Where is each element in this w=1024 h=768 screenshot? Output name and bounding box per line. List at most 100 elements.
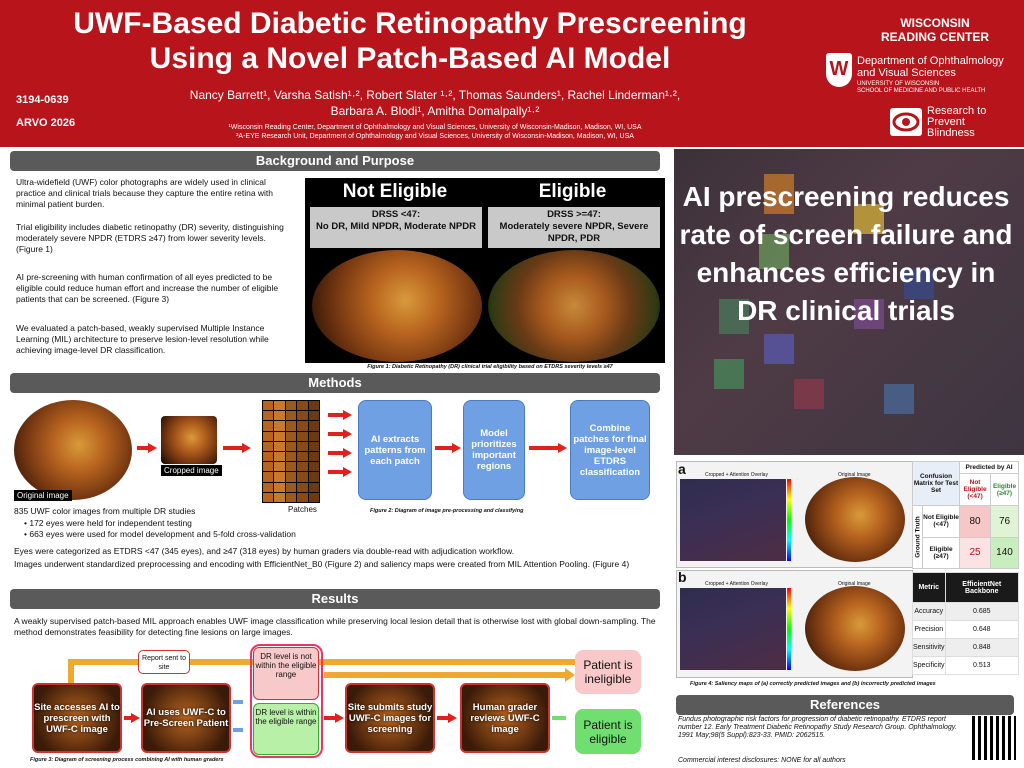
not-eligible-criteria: DRSS <47: No DR, Mild NPDR, Moderate NPD… xyxy=(310,207,482,248)
background-paragraph-4: We evaluated a patch-based, weakly super… xyxy=(16,323,269,355)
patch-tile xyxy=(285,421,297,431)
ne-sub-line-2: No DR, Mild NPDR, Moderate NPDR xyxy=(316,221,476,232)
attention-tile xyxy=(719,299,749,334)
patch-tile xyxy=(285,472,297,482)
e-sub-line-1: DRSS >=47: xyxy=(547,209,601,220)
patch-tile xyxy=(308,462,319,472)
background-paragraph-2: Trial eligibility includes diabetic reti… xyxy=(16,222,284,254)
title-line-1: UWF-Based Diabetic Retinopathy Prescreen… xyxy=(73,7,747,40)
orig-title-a: Original Image xyxy=(838,472,871,478)
attention-tile xyxy=(714,359,744,389)
original-image-a xyxy=(805,477,905,562)
methods-line-1: 835 UWF color images from multiple DR st… xyxy=(14,506,196,516)
patch-tile xyxy=(308,431,319,441)
patch-tile xyxy=(297,421,308,431)
original-image-b xyxy=(805,586,905,671)
patch-tile xyxy=(274,451,285,462)
cm-cell: 25 xyxy=(959,536,991,570)
arrow-shaft xyxy=(233,728,243,732)
patch-tile xyxy=(285,411,297,421)
patch-tile xyxy=(297,482,308,492)
patch-tile xyxy=(274,472,285,482)
patch-tile xyxy=(274,492,285,502)
arrow-shaft xyxy=(328,470,344,474)
cm-row-not-eligible: Not Eligible (<47) xyxy=(921,505,961,538)
rpb-line-3: Blindness xyxy=(927,127,975,139)
arrow-shaft xyxy=(324,716,336,720)
arrow-shaft xyxy=(552,716,566,720)
cm-row-eligible: Eligible (≥47) xyxy=(921,536,961,570)
patch-tile xyxy=(308,492,319,502)
conference-label: ARVO 2026 xyxy=(16,117,76,129)
background-paragraph-3: AI pre-screening with human confirmation… xyxy=(16,272,279,304)
arrow-right-icon xyxy=(148,443,157,453)
attention-tile xyxy=(854,204,884,234)
attention-overlay-image-b xyxy=(680,588,786,670)
confusion-matrix: Confusion Matrix for Test Set Predicted … xyxy=(911,460,1019,570)
metrics-header-metric: Metric xyxy=(912,572,946,603)
dr-not-eligible-box: DR level is not within the eligible rang… xyxy=(253,647,319,700)
orig-title-b: Original Image xyxy=(838,581,871,587)
attention-tile xyxy=(764,174,794,214)
attention-overlay-image-a xyxy=(680,479,786,561)
patch-tile xyxy=(263,482,274,492)
patch-tile xyxy=(308,421,319,431)
section-header-results: Results xyxy=(10,589,660,609)
attention-tile xyxy=(884,384,914,414)
patch-tile xyxy=(297,401,308,411)
site-submits-box: Site submits study UWF-C images for scre… xyxy=(345,683,435,753)
patch-tile xyxy=(285,431,297,441)
uw-crest-icon: W xyxy=(826,53,852,87)
patch-tile xyxy=(308,482,319,492)
dept-sub-2: SCHOOL OF MEDICINE AND PUBLIC HEALTH xyxy=(857,88,986,94)
patch-tile xyxy=(308,411,319,421)
metric-value: 0.648 xyxy=(944,620,1020,639)
dr-level-decision xyxy=(250,644,323,758)
cm-cell: 80 xyxy=(959,505,991,538)
patch-tile xyxy=(274,411,285,421)
patch-tile xyxy=(285,492,297,502)
patch-tile xyxy=(308,451,319,462)
methods-line-4: Eyes were categorized as ETDRS <47 (345 … xyxy=(14,546,515,556)
methods-line-5: Images underwent standardized preprocess… xyxy=(14,559,630,569)
background-paragraph-1: Ultra-widefield (UWF) color photographs … xyxy=(16,177,274,209)
patch-tile xyxy=(263,401,274,411)
arrow-right-icon xyxy=(558,443,567,453)
figure-1-caption: Figure 1: Diabetic Retinopathy (DR) clin… xyxy=(367,364,613,370)
arrow-shaft xyxy=(233,700,243,704)
patch-tile xyxy=(263,421,274,431)
authors-line-2: Barbara A. Blodi¹, Amitha Domalpally¹·² xyxy=(330,104,540,118)
eligible-retina-image xyxy=(488,250,660,362)
department-subtitle: UNIVERSITY OF WISCONSIN SCHOOL OF MEDICI… xyxy=(857,81,1022,95)
arrow-right-icon xyxy=(343,410,352,420)
model-prioritizes-box: Model prioritizes important regions xyxy=(463,400,525,500)
metrics-header-backbone: EfficientNet Backbone xyxy=(944,572,1020,603)
cropped-image-label: Cropped image xyxy=(161,465,222,476)
title-line-2: Using a Novel Patch-Based AI Model xyxy=(149,42,671,75)
crop-title-a: Cropped + Attention Overlay xyxy=(705,472,768,478)
section-header-methods: Methods xyxy=(10,373,660,393)
section-header-references: References xyxy=(676,695,1014,715)
patch-tile xyxy=(285,462,297,472)
attention-tile xyxy=(794,379,824,409)
arrow-shaft xyxy=(223,446,243,450)
colorbar xyxy=(787,479,791,561)
patch-tile xyxy=(285,401,297,411)
header-banner xyxy=(0,0,1024,147)
panel-label-a: a xyxy=(678,461,686,477)
attention-tile xyxy=(759,234,789,269)
patch-tile xyxy=(297,492,308,502)
cm-col-not-eligible: Not Eligible (<47) xyxy=(959,472,991,507)
patch-tile xyxy=(263,492,274,502)
qr-code-icon[interactable] xyxy=(972,716,1016,760)
cropped-image xyxy=(161,416,217,464)
ne-sub-line-1: DRSS <47: xyxy=(371,209,421,220)
wrc-line-2: READING CENTER xyxy=(880,30,989,44)
patch-tile xyxy=(297,472,308,482)
ai-extracts-box: AI extracts patterns from each patch xyxy=(358,400,432,500)
patch-tile xyxy=(263,462,274,472)
figure-3-caption: Figure 3: Diagram of screening process c… xyxy=(30,757,224,763)
patch-tile xyxy=(308,401,319,411)
patch-tile xyxy=(297,431,308,441)
metric-value: 0.848 xyxy=(944,638,1020,657)
